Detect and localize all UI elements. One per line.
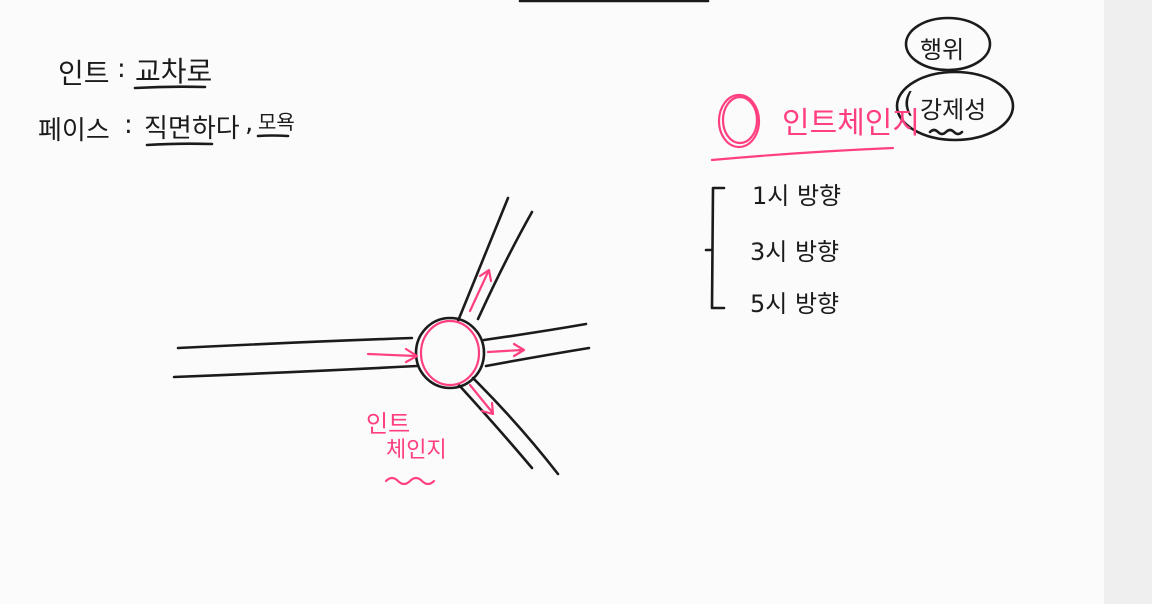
arrow-to-5-oclock <box>468 383 495 416</box>
diagram-label-line-2: 체인지 <box>386 438 447 463</box>
note-intro-label: 인트 <box>58 57 110 90</box>
road-lower-left-edge <box>456 382 534 470</box>
arrow-incoming <box>366 347 419 364</box>
note-face-separator: : <box>124 110 133 140</box>
note-face-value-2: 모욕 <box>258 110 295 134</box>
arrow-to-1-oclock <box>468 268 493 313</box>
right-side-strip <box>1104 0 1152 604</box>
gangjeseong-text: 강제성 <box>920 96 987 124</box>
road-left-bottom-edge <box>172 364 419 379</box>
road-right-bottom-edge <box>484 346 591 368</box>
note-intro-separator: : <box>117 54 126 84</box>
diagram-label-line-1: 인트 <box>366 410 411 438</box>
hangwi-text: 행위 <box>920 36 965 64</box>
gangjeseong-squiggle <box>928 128 964 136</box>
directions-bracket <box>704 186 726 310</box>
road-upper-right-edge <box>476 210 534 321</box>
gangjeseong-ellipse <box>895 70 1015 142</box>
gangjeseong-paren-open: ( <box>903 86 914 119</box>
underline-face-value-2 <box>256 134 290 138</box>
interchange-marker-circle <box>717 93 761 149</box>
road-upper-left-edge <box>456 196 510 323</box>
note-intro-value: 교차로 <box>135 55 213 88</box>
direction-item-2: 3시 방향 <box>750 238 840 266</box>
interchange-underline <box>710 146 895 162</box>
note-face-comma: , <box>245 108 254 138</box>
direction-item-1: 1시 방향 <box>752 182 842 210</box>
hangwi-ellipse <box>904 16 992 72</box>
whiteboard-canvas[interactable]: 인트 : 교차로 페이스 : 직면하다 , 모욕 행위 ( 강제성 인트체인지 … <box>0 0 1104 604</box>
note-face-value-1: 직면하다 <box>144 114 240 144</box>
arrow-to-3-oclock <box>486 342 526 358</box>
note-face-label: 페이스 <box>38 116 110 146</box>
road-lower-right-edge <box>471 376 560 476</box>
direction-item-3: 5시 방향 <box>750 290 840 318</box>
underline-intro-value <box>133 85 207 90</box>
underline-face-value-1 <box>145 142 214 147</box>
interchange-marker-circle-inner <box>721 95 759 145</box>
intro-change-title: 인트체인지 <box>782 106 920 141</box>
road-left-top-edge <box>176 336 414 350</box>
diagram-label-squiggle <box>384 476 436 486</box>
sketch-layer <box>133 0 1015 486</box>
roundabout-core <box>414 316 486 390</box>
road-right-top-edge <box>482 322 588 342</box>
roundabout-ring <box>419 319 481 387</box>
